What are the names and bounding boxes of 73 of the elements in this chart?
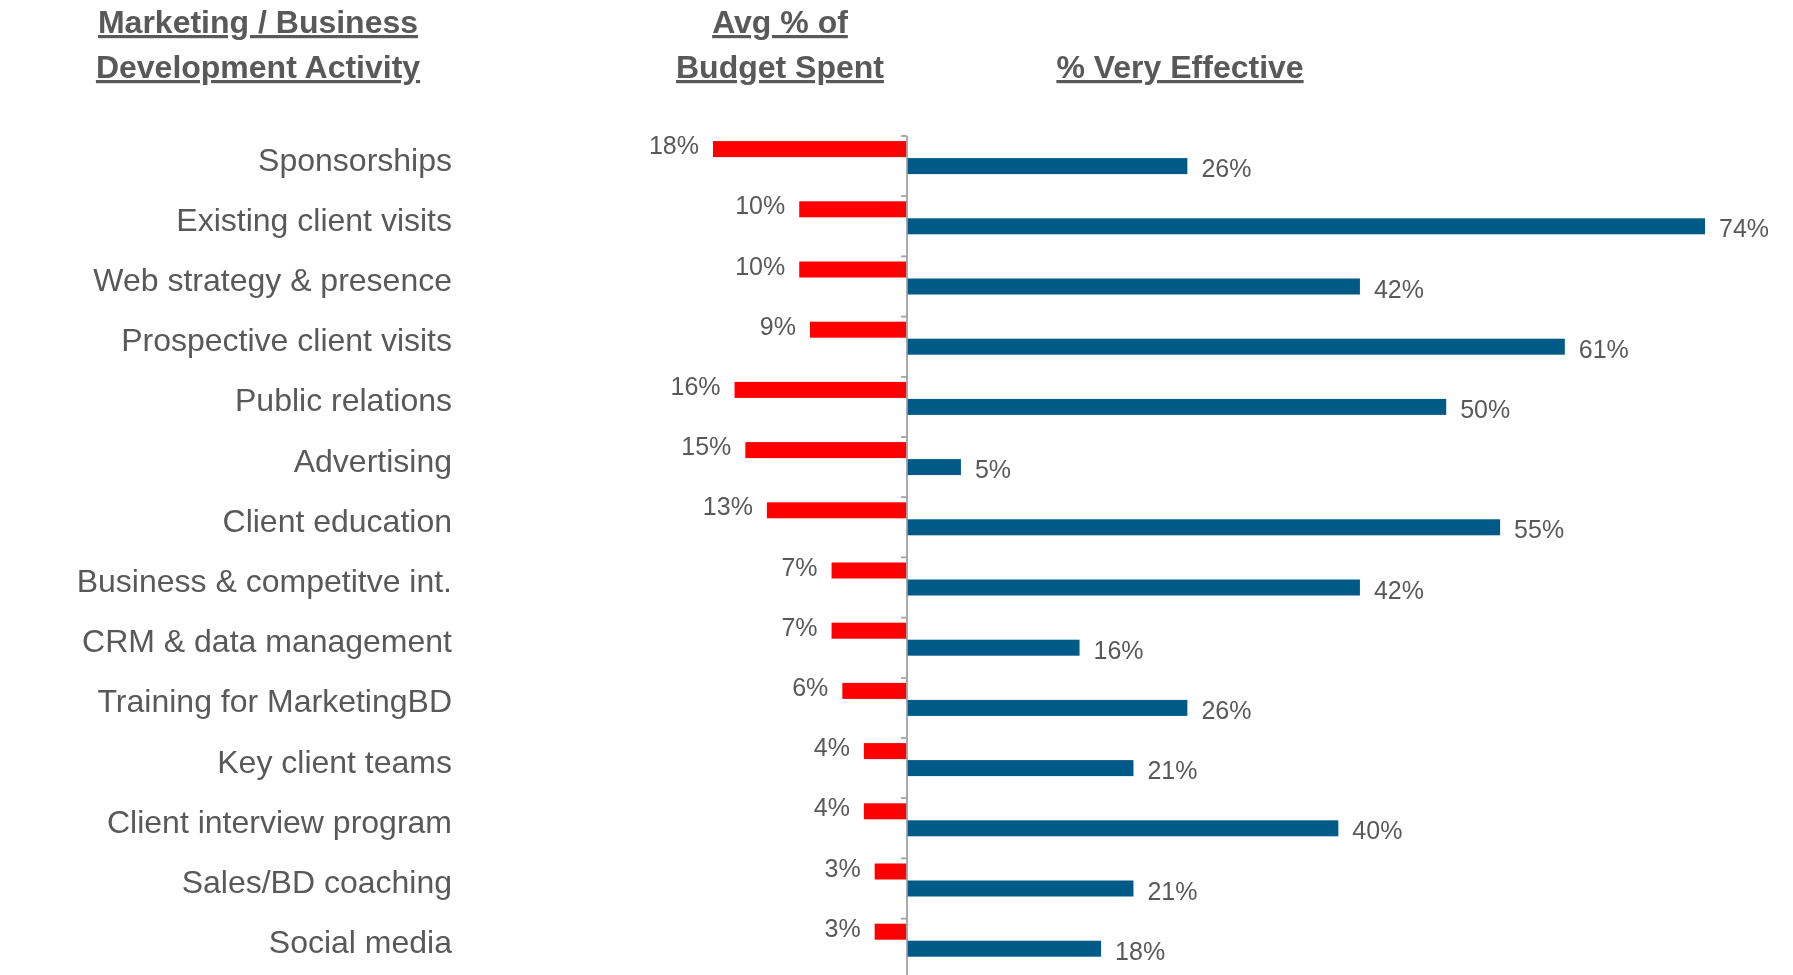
data-label: 55%	[1514, 515, 1565, 544]
data-label: 16%	[1093, 635, 1144, 664]
y-tick-label: Business & competitve int.	[76, 562, 452, 599]
data-label: 18%	[648, 131, 699, 160]
bar	[831, 622, 907, 639]
data-label: 42%	[1373, 575, 1424, 604]
data-label: 6%	[792, 673, 829, 702]
bar	[863, 743, 907, 760]
data-label: 13%	[702, 492, 753, 521]
y-tick-label: Key client teams	[217, 743, 452, 780]
y-tick-label: Prospective client visits	[121, 322, 452, 359]
chart-title: % Very Effective	[1056, 49, 1304, 85]
y-tick-label: Sales/BD coaching	[181, 863, 452, 900]
y-tick-label: Sponsorships	[258, 141, 452, 178]
bar	[907, 880, 1134, 897]
y-tick-label: Advertising	[293, 442, 452, 479]
bar	[907, 699, 1188, 716]
y-axis-title: Marketing / Business Development Activity	[95, 4, 421, 85]
bar	[734, 381, 907, 398]
y-tick-label: Existing client visits	[176, 201, 452, 238]
y-tick-label: Web strategy & presence	[93, 261, 452, 298]
bar	[907, 338, 1565, 355]
data-label: 74%	[1719, 214, 1770, 243]
data-label: 42%	[1373, 274, 1424, 303]
bar	[745, 442, 907, 459]
bar	[831, 562, 907, 579]
bar	[799, 261, 907, 278]
y-tick-label: Public relations	[235, 382, 452, 419]
data-label: 15%	[681, 432, 732, 461]
bar	[907, 639, 1080, 656]
y-tick-label: CRM & data management	[82, 623, 453, 660]
data-label: 4%	[813, 793, 850, 822]
bar	[799, 201, 907, 218]
bar	[907, 519, 1501, 536]
data-label: 21%	[1147, 756, 1198, 785]
y-tick-label: Social media	[268, 924, 453, 961]
data-label: 4%	[813, 733, 850, 762]
data-label: 16%	[670, 372, 721, 401]
data-label: 7%	[781, 612, 818, 641]
data-label: 21%	[1147, 876, 1198, 905]
y-tick-label: Training for MarketingBD	[97, 683, 452, 720]
y-tick-label: Client education	[222, 502, 452, 539]
bar	[874, 923, 907, 940]
bar	[713, 141, 907, 158]
bar	[907, 459, 961, 476]
data-label: 7%	[781, 552, 818, 581]
bar	[810, 321, 907, 338]
bar	[874, 863, 907, 880]
bar	[907, 218, 1705, 235]
bar	[863, 803, 907, 820]
bar	[907, 760, 1134, 777]
data-label: 18%	[1115, 936, 1166, 965]
bar	[907, 158, 1188, 175]
data-label: 5%	[974, 455, 1012, 484]
bar	[907, 579, 1360, 596]
bar	[907, 940, 1102, 957]
data-label: 3%	[824, 853, 861, 882]
bar	[907, 278, 1360, 295]
chart-title: Avg % of Budget Spent	[676, 4, 885, 85]
bar	[766, 502, 907, 519]
data-label: 3%	[824, 913, 861, 942]
data-label: 26%	[1201, 154, 1252, 183]
data-label: 10%	[735, 251, 786, 280]
data-label: 50%	[1460, 395, 1511, 424]
bar	[842, 682, 907, 699]
bar	[907, 398, 1447, 415]
data-label: 9%	[759, 311, 796, 340]
y-tick-label: Client interview program	[106, 803, 452, 840]
data-label: 40%	[1352, 816, 1403, 845]
data-label: 61%	[1578, 334, 1629, 363]
data-label: 26%	[1201, 696, 1252, 725]
data-label: 10%	[735, 191, 786, 220]
bar	[907, 820, 1339, 837]
